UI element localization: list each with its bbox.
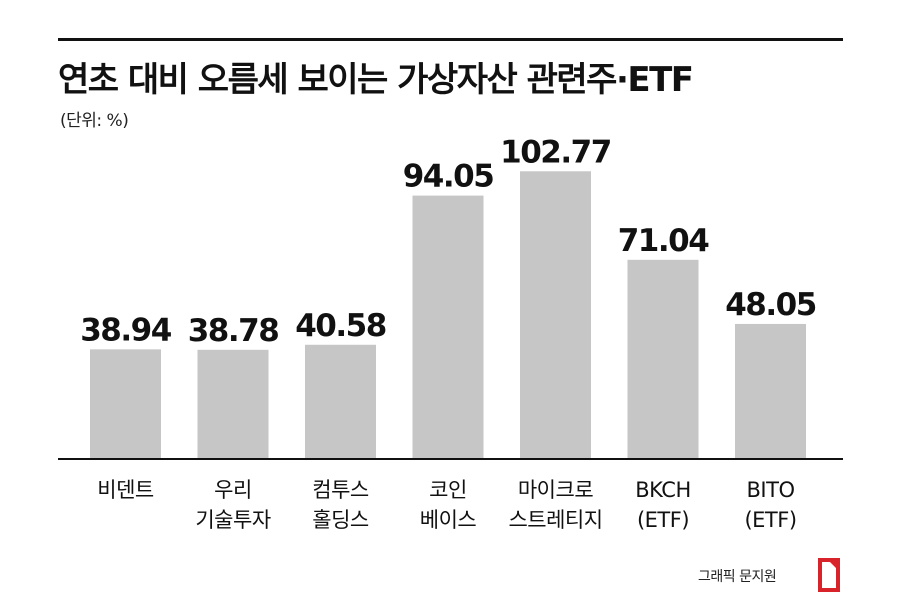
category-label-1-line-1: 비덴트 bbox=[97, 478, 154, 502]
bar-7 bbox=[735, 323, 806, 458]
value-label-1: 38.94 bbox=[80, 312, 171, 348]
graphic-credit: 그래픽 문지원 bbox=[698, 569, 777, 585]
bar-5 bbox=[520, 171, 591, 458]
bar-1 bbox=[90, 349, 161, 458]
category-label-7-line-1: BITO bbox=[747, 478, 795, 502]
category-label-4-line-1: 코인 bbox=[429, 478, 467, 502]
category-label-7-line-2: (ETF) bbox=[744, 508, 796, 532]
category-label-6-line-1: BKCH bbox=[635, 478, 690, 502]
category-label-5-line-1: 마이크로 bbox=[518, 478, 593, 502]
value-label-5: 102.77 bbox=[500, 134, 611, 170]
category-label-6-line-2: (ETF) bbox=[637, 508, 689, 532]
category-label-5-line-2: 스트레티지 bbox=[508, 508, 602, 532]
category-label-3-line-2: 홀딩스 bbox=[312, 508, 369, 532]
top-rule bbox=[58, 38, 843, 41]
category-label-3-line-1: 컴투스 bbox=[312, 478, 369, 502]
category-label-2-line-1: 우리 bbox=[214, 478, 252, 502]
value-label-7: 48.05 bbox=[725, 287, 816, 323]
bar-2 bbox=[197, 349, 269, 458]
category-label-2-line-2: 기술투자 bbox=[195, 508, 270, 532]
bar-3 bbox=[305, 344, 376, 458]
value-label-4: 94.05 bbox=[403, 159, 494, 195]
bar-6 bbox=[627, 259, 699, 458]
value-label-2: 38.78 bbox=[188, 313, 279, 349]
category-label-4-line-2: 베이스 bbox=[420, 508, 477, 532]
unit-label: (단위: %) bbox=[60, 111, 129, 131]
value-label-3: 40.58 bbox=[295, 308, 386, 344]
publisher-logo-icon bbox=[818, 558, 840, 592]
chart-title: 연초 대비 오름세 보이는 가상자산 관련주·ETF bbox=[58, 60, 694, 100]
bar-4 bbox=[412, 195, 484, 458]
value-label-6: 71.04 bbox=[618, 223, 709, 259]
